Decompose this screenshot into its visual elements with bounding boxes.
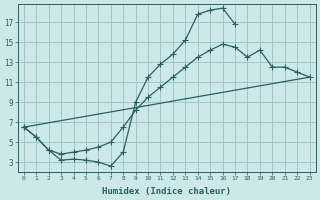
X-axis label: Humidex (Indice chaleur): Humidex (Indice chaleur) xyxy=(102,187,231,196)
